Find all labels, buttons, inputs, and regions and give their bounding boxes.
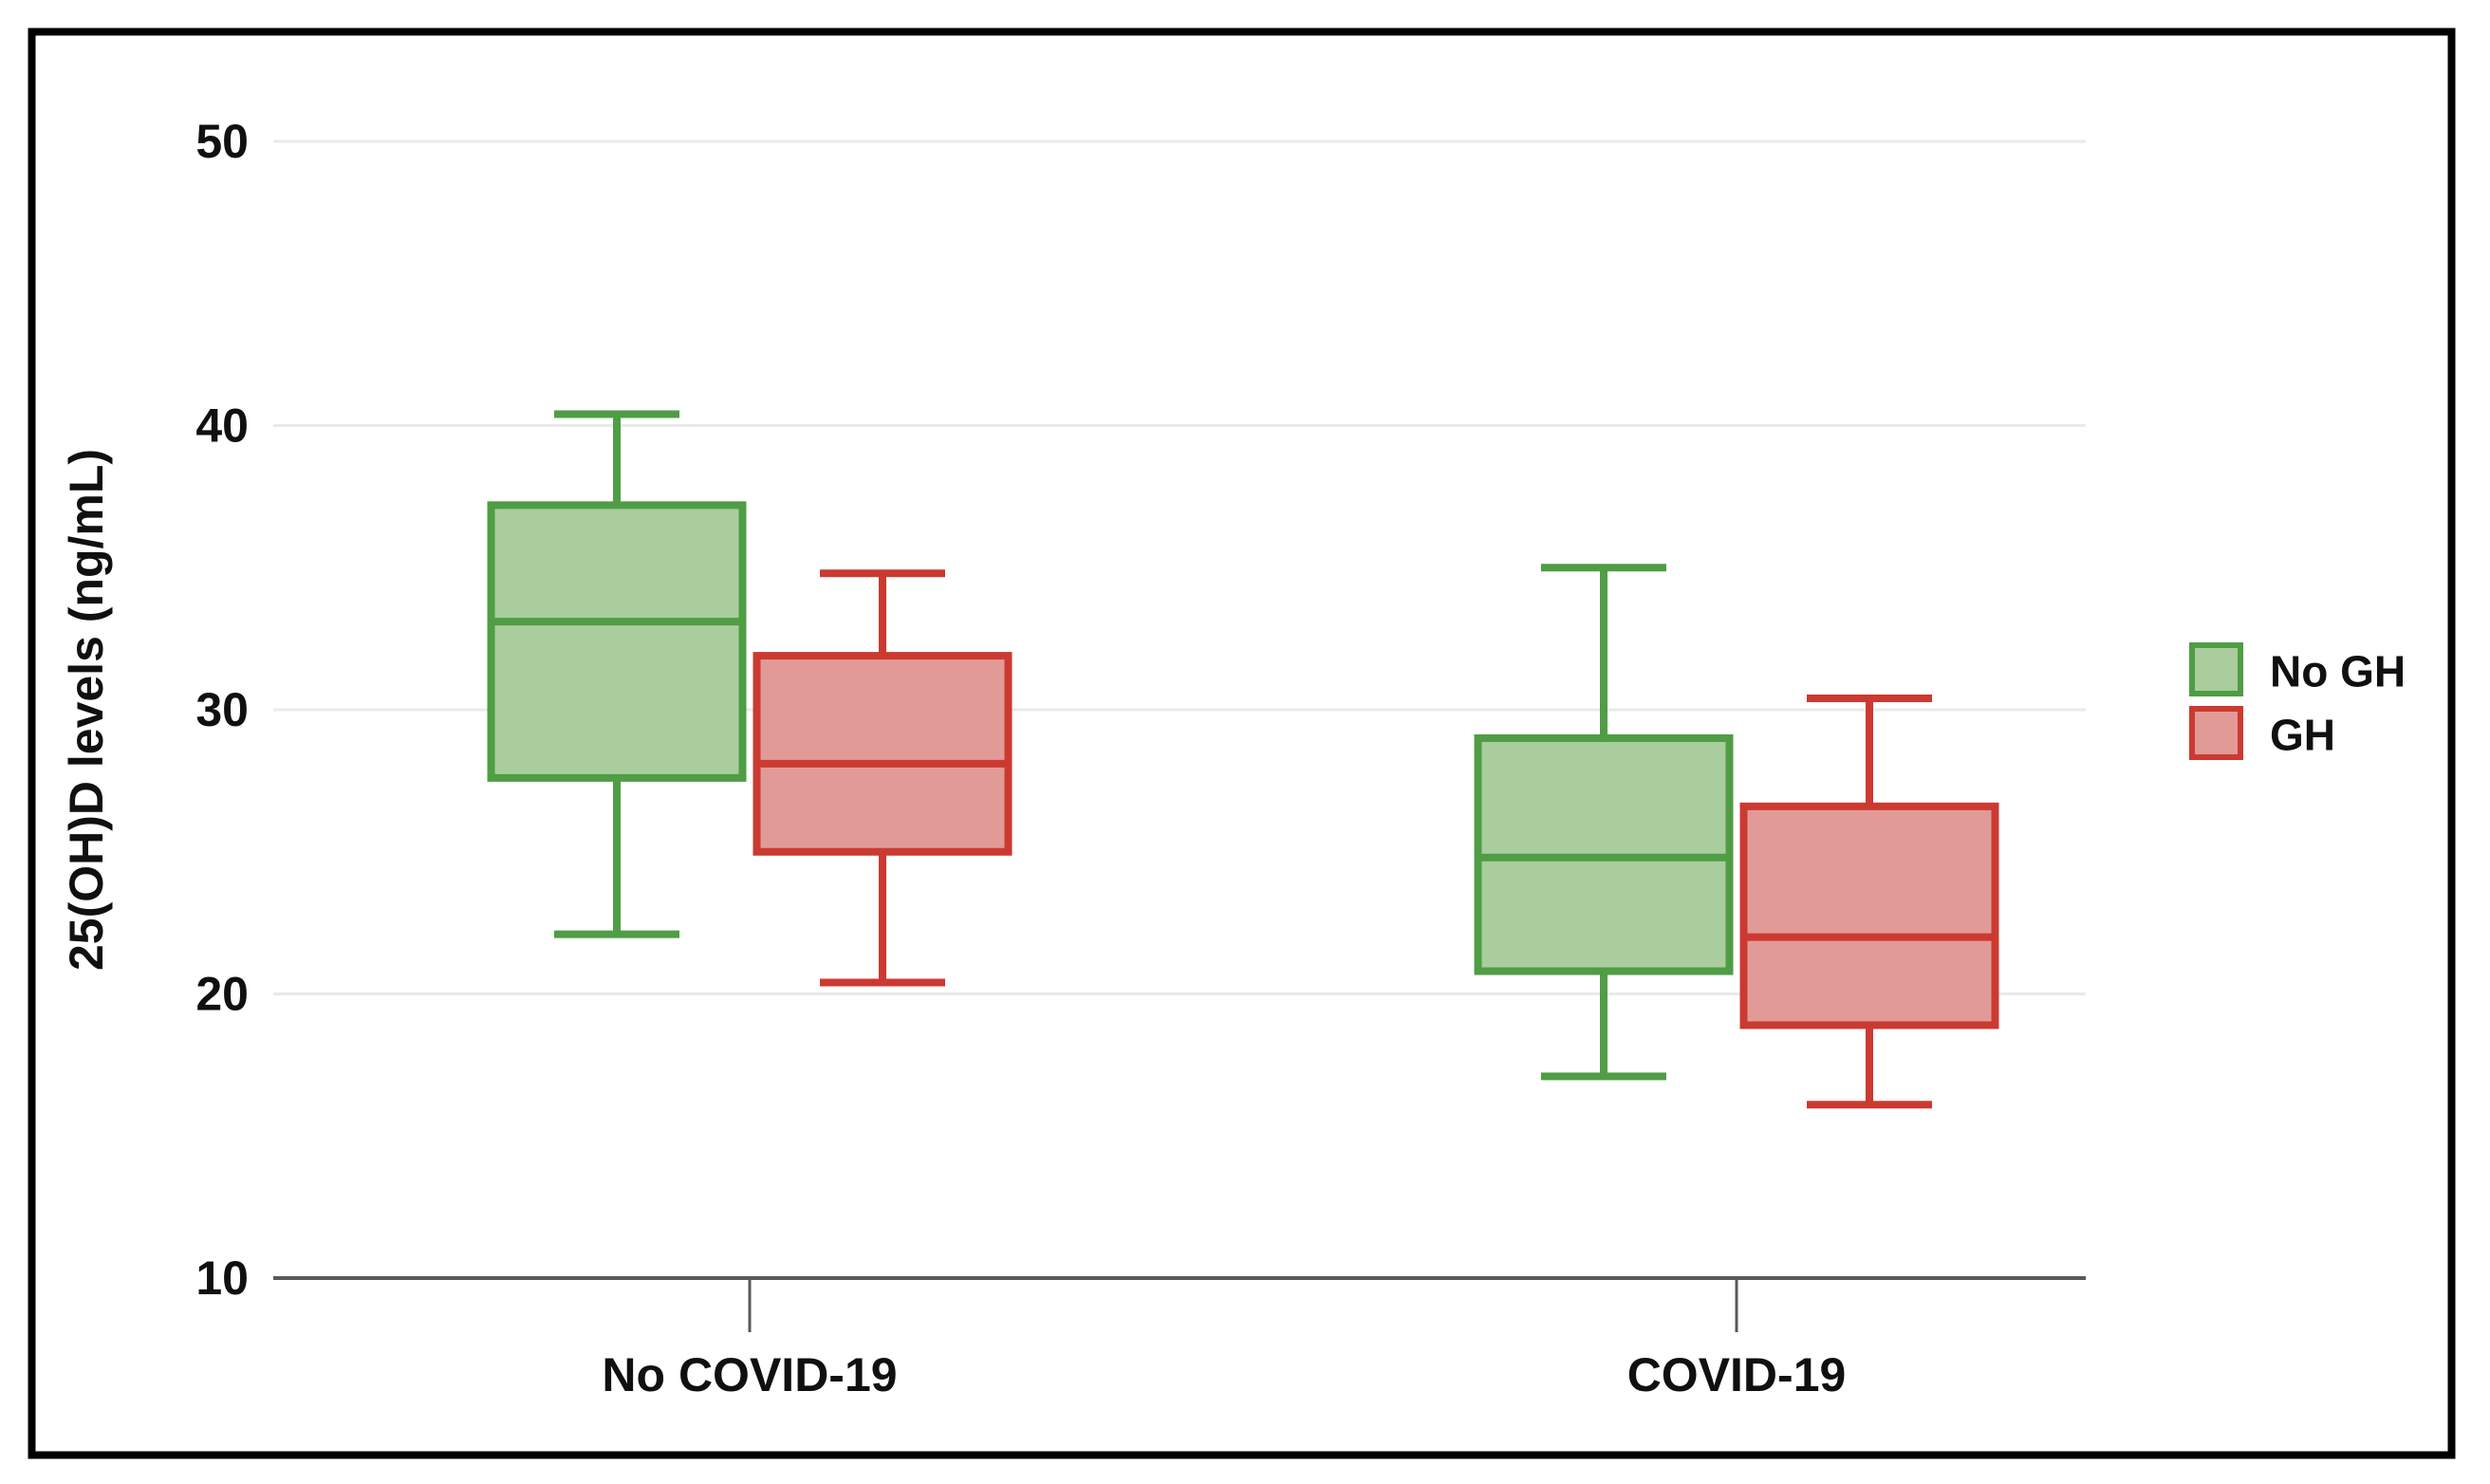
box-gh-1-iqr: [1739, 802, 1999, 1030]
box-no-gh-1: [1474, 564, 1734, 1081]
box-gh-0-iqr: [753, 652, 1013, 856]
box-gh-0: [753, 569, 1013, 987]
legend-group: No GH GH: [2189, 642, 2406, 760]
y-tick-label-30: 30: [195, 683, 249, 736]
box-no-gh-0: [487, 410, 747, 938]
y-tick-label-40: 40: [195, 399, 249, 453]
boxes-group: [487, 410, 1999, 1109]
x-tick-label-0: No COVID-19: [602, 1348, 897, 1401]
box-no-gh-0-iqr: [487, 501, 747, 782]
y-axis-title: 25(OH)D levels (ng/mL): [60, 449, 113, 971]
figure-border: [28, 28, 2456, 1459]
legend-swatch-1: [2189, 706, 2243, 760]
legend-label-0: No GH: [2270, 647, 2406, 696]
legend-label-1: GH: [2270, 711, 2335, 760]
x-tick-label-1: COVID-19: [1627, 1348, 1847, 1401]
box-gh-1: [1739, 695, 1999, 1109]
y-tick-label-50: 50: [195, 115, 249, 168]
y-tick-label-20: 20: [195, 968, 249, 1021]
legend-swatch-0: [2189, 642, 2243, 696]
axes-group: 10 20 30 40 50 No COVID-19 COVID-19: [195, 115, 2086, 1401]
y-tick-label-10: 10: [195, 1252, 249, 1305]
